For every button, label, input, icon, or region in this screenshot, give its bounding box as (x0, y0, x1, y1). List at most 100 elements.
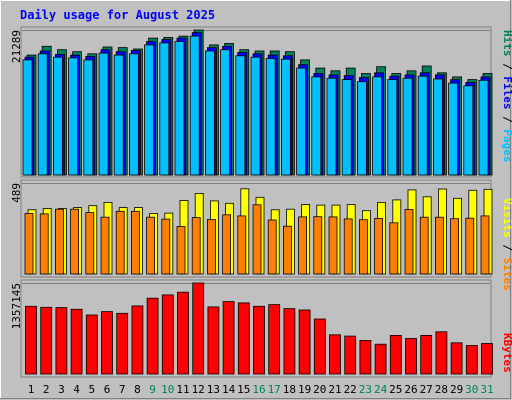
sites-bar (222, 214, 232, 275)
sites-bar (39, 213, 49, 275)
pages-bar (296, 67, 307, 176)
pages-bar (311, 76, 322, 176)
legend-separator: / (501, 244, 512, 251)
sites-bar (176, 226, 186, 275)
pages-bar (326, 77, 337, 176)
pages-bar (356, 81, 367, 176)
visits-ymax-label: 489 (10, 183, 23, 203)
day-label: 6 (104, 383, 111, 396)
legend-visits: Visits (501, 198, 512, 238)
pages-bar (174, 41, 185, 176)
pages-bar (463, 85, 474, 176)
day-label: 24 (374, 383, 388, 396)
pages-bar (387, 79, 398, 176)
sites-bar (24, 213, 34, 275)
pages-bar (478, 79, 489, 176)
day-label: 17 (268, 383, 281, 396)
sites-bar (100, 216, 110, 275)
day-label: 31 (480, 383, 493, 396)
pages-bar (265, 58, 276, 176)
chart-marks (22, 29, 493, 375)
chart-title: Daily usage for August 2025 (20, 8, 215, 22)
sites-bar (70, 208, 79, 275)
kbytes-ymax-label: 1357145 (10, 283, 23, 329)
sites-bar (146, 216, 156, 275)
sites-bar (267, 219, 277, 275)
kbytes-bar (405, 338, 417, 375)
pages-bar (189, 35, 200, 176)
day-label: 15 (237, 383, 250, 396)
day-labels: 1 2 3 4 5 6 7 8 9 10 11 12 13 14 15 16 17 18 19 20 21 22 23 24 2… (28, 383, 494, 396)
day-label: 21 (328, 383, 341, 396)
kbytes-legend: KBytes (501, 333, 512, 373)
sites-bar (358, 219, 368, 275)
sites-bar (313, 216, 323, 275)
sites-bar (161, 218, 171, 275)
kbytes-bar (389, 334, 402, 375)
sites-bar (389, 222, 399, 275)
sites-bar (450, 218, 460, 275)
kbytes-bar (101, 311, 113, 375)
kbytes-bar (237, 302, 250, 375)
day-label: 29 (450, 383, 463, 396)
day-label: 14 (222, 383, 236, 396)
kbytes-bar (25, 305, 37, 375)
day-label: 2 (43, 383, 50, 396)
legend-files: Files (501, 76, 512, 109)
sites-bar (434, 216, 444, 275)
requests-legend: Hits / Files / Pages (501, 30, 512, 163)
kbytes-bar (313, 318, 326, 375)
legend-hits: Hits (501, 30, 512, 57)
sites-bar (252, 204, 262, 275)
sites-bar (465, 217, 475, 275)
day-label: 20 (313, 383, 326, 396)
kbytes-bar (207, 306, 220, 375)
day-label: 12 (192, 383, 205, 396)
sites-bar (55, 208, 64, 275)
pages-bar (402, 77, 413, 176)
pages-bar (144, 44, 155, 176)
pages-bar (448, 82, 459, 176)
sites-bar (298, 216, 308, 275)
day-label: 3 (58, 383, 65, 396)
day-label: 28 (435, 383, 448, 396)
pages-bar (280, 58, 291, 176)
day-label: 25 (389, 383, 402, 396)
kbytes-bar (146, 297, 159, 375)
sites-bar (237, 215, 247, 275)
pages-bar (83, 59, 94, 176)
legend-kbytes: KBytes (501, 333, 512, 373)
day-label: 13 (207, 383, 220, 396)
kbytes-bar (40, 306, 53, 375)
pages-bar (98, 52, 109, 176)
pages-bar (204, 50, 215, 176)
pages-bar (432, 78, 443, 176)
sites-bar (115, 210, 125, 275)
pages-bar (235, 55, 246, 176)
day-label: 11 (176, 383, 189, 396)
sites-bar (282, 225, 292, 275)
kbytes-panel (20, 279, 492, 378)
pages-bar (159, 42, 170, 176)
day-label: 30 (465, 383, 478, 396)
kbytes-bar (435, 331, 448, 375)
sites-bar (374, 218, 384, 275)
kbytes-bar (283, 308, 296, 375)
pages-bar (417, 75, 428, 176)
pages-bar (128, 53, 139, 176)
day-label: 8 (134, 383, 141, 396)
day-label: 1 (28, 383, 35, 396)
kbytes-bar (268, 304, 281, 375)
day-label: 5 (88, 383, 95, 396)
sites-bar (419, 216, 429, 275)
kbytes-bar (329, 334, 341, 375)
kbytes-bar (481, 343, 493, 375)
sites-bar (404, 208, 414, 275)
kbytes-bar (450, 342, 463, 375)
sites-bar (343, 218, 353, 275)
sites-bar (85, 212, 95, 275)
kbytes-bar (298, 309, 311, 375)
legend-separator: / (501, 63, 512, 70)
